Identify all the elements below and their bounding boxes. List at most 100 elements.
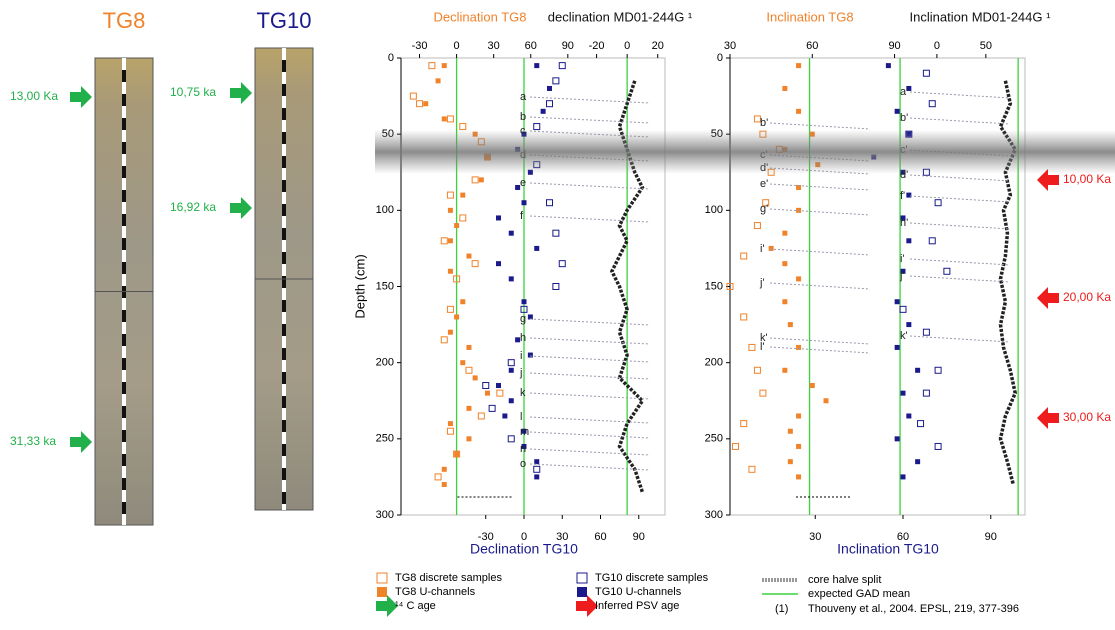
u-channel-point bbox=[460, 299, 466, 305]
u-channel-point bbox=[454, 314, 460, 320]
legend-label: expected GAD mean bbox=[808, 588, 910, 600]
u-channel-point bbox=[521, 428, 527, 434]
tie-point-label: b bbox=[520, 111, 526, 123]
discrete-sample bbox=[446, 191, 454, 199]
tie-line bbox=[529, 337, 651, 345]
tie-point-label: e' bbox=[760, 178, 768, 190]
u-channel-point bbox=[454, 451, 460, 457]
u-channel-point bbox=[502, 413, 508, 419]
tie-line bbox=[529, 318, 651, 326]
arrow bbox=[376, 595, 398, 617]
discrete-sample bbox=[446, 427, 454, 435]
discrete-sample bbox=[471, 260, 479, 268]
u-channel-point bbox=[906, 413, 912, 419]
tie-line bbox=[529, 448, 651, 456]
u-channel-point bbox=[782, 367, 788, 373]
u-channel-point bbox=[460, 192, 466, 198]
u-channel-point bbox=[447, 238, 453, 244]
discrete-sample bbox=[899, 305, 907, 313]
u-channel-point bbox=[515, 337, 521, 343]
arrow bbox=[70, 431, 92, 453]
u-channel-point bbox=[460, 360, 466, 366]
axis-title: Declination TG8 bbox=[434, 9, 527, 24]
legend-label: TG8 U-channels bbox=[395, 586, 476, 598]
tie-line bbox=[529, 355, 651, 363]
u-channel-point bbox=[496, 383, 501, 389]
u-channel-point bbox=[787, 459, 793, 465]
u-channel-point bbox=[521, 443, 527, 449]
tie-line bbox=[909, 335, 1011, 343]
u-channel-point bbox=[796, 413, 802, 419]
discrete-sample bbox=[740, 252, 748, 260]
core-split-band bbox=[375, 130, 1115, 174]
u-channel-point bbox=[906, 238, 912, 244]
u-channel-point bbox=[527, 352, 533, 358]
discrete-sample bbox=[440, 237, 448, 245]
u-channel-point bbox=[796, 63, 802, 69]
discrete-sample bbox=[546, 199, 553, 207]
tie-line bbox=[529, 215, 651, 223]
discrete-sample bbox=[748, 465, 756, 473]
u-channel-point bbox=[900, 390, 906, 396]
u-channel-point bbox=[782, 299, 788, 305]
tie-point-label: h' bbox=[900, 217, 908, 229]
legend-label: (1) bbox=[775, 603, 788, 615]
u-channel-point bbox=[441, 466, 447, 472]
y-tick-label: 100 bbox=[376, 204, 394, 216]
u-channel-point bbox=[472, 375, 478, 381]
u-channel-point bbox=[885, 63, 891, 69]
tie-line bbox=[529, 463, 651, 471]
y-tick-label: 200 bbox=[376, 357, 394, 369]
discrete-sample bbox=[546, 100, 553, 108]
u-channel-point bbox=[796, 184, 802, 190]
arrow bbox=[1037, 407, 1059, 429]
u-channel-point bbox=[540, 108, 546, 114]
tie-point-label: g' bbox=[760, 203, 768, 215]
u-channel-point bbox=[447, 207, 453, 213]
md-curve bbox=[998, 80, 1018, 485]
x-tick-label: 90 bbox=[562, 40, 574, 52]
discrete-sample bbox=[740, 313, 748, 321]
discrete-sample bbox=[482, 382, 490, 390]
y-tick-label: 0 bbox=[717, 52, 723, 64]
u-channel-point bbox=[447, 268, 453, 274]
u-channel-point bbox=[796, 344, 802, 350]
x-tick-label: 20 bbox=[652, 40, 664, 52]
u-channel-point bbox=[900, 474, 906, 480]
tie-point-label: a bbox=[520, 91, 527, 103]
tie-point-label: i' bbox=[900, 253, 905, 265]
axis-title: Declination TG10 bbox=[470, 541, 578, 557]
tie-line bbox=[909, 174, 1011, 182]
discrete-sample bbox=[922, 389, 930, 397]
u-channel-point bbox=[534, 459, 540, 465]
discrete-sample bbox=[943, 267, 951, 275]
age-label: 31,33 ka bbox=[10, 434, 56, 448]
u-channel-point bbox=[915, 459, 921, 465]
u-channel-point bbox=[809, 383, 815, 389]
u-channel-point bbox=[466, 405, 472, 411]
legend-label: TG10 discrete samples bbox=[595, 572, 709, 584]
u-channel-point bbox=[485, 390, 490, 396]
discrete-sample bbox=[533, 465, 541, 473]
discrete-sample bbox=[459, 214, 467, 222]
discrete-sample bbox=[753, 222, 761, 230]
legend-swatch bbox=[576, 572, 588, 584]
tie-line bbox=[769, 208, 871, 216]
tie-line bbox=[909, 275, 1011, 283]
axis-title: Inclination TG8 bbox=[766, 9, 853, 24]
x-tick-label: 0 bbox=[624, 40, 630, 52]
u-channel-point bbox=[441, 482, 447, 488]
tie-line bbox=[909, 117, 1011, 125]
discrete-sample bbox=[928, 237, 936, 245]
discrete-sample bbox=[428, 62, 436, 70]
discrete-sample bbox=[552, 229, 560, 237]
core-title: TG10 bbox=[256, 8, 311, 33]
tie-point-label: m bbox=[520, 426, 529, 438]
u-channel-point bbox=[796, 443, 802, 449]
discrete-sample bbox=[934, 199, 942, 207]
u-channel-point bbox=[768, 245, 774, 251]
u-channel-point bbox=[534, 63, 540, 69]
discrete-sample bbox=[558, 62, 566, 70]
tie-point-label: k' bbox=[760, 332, 768, 344]
u-channel-point bbox=[906, 322, 912, 328]
